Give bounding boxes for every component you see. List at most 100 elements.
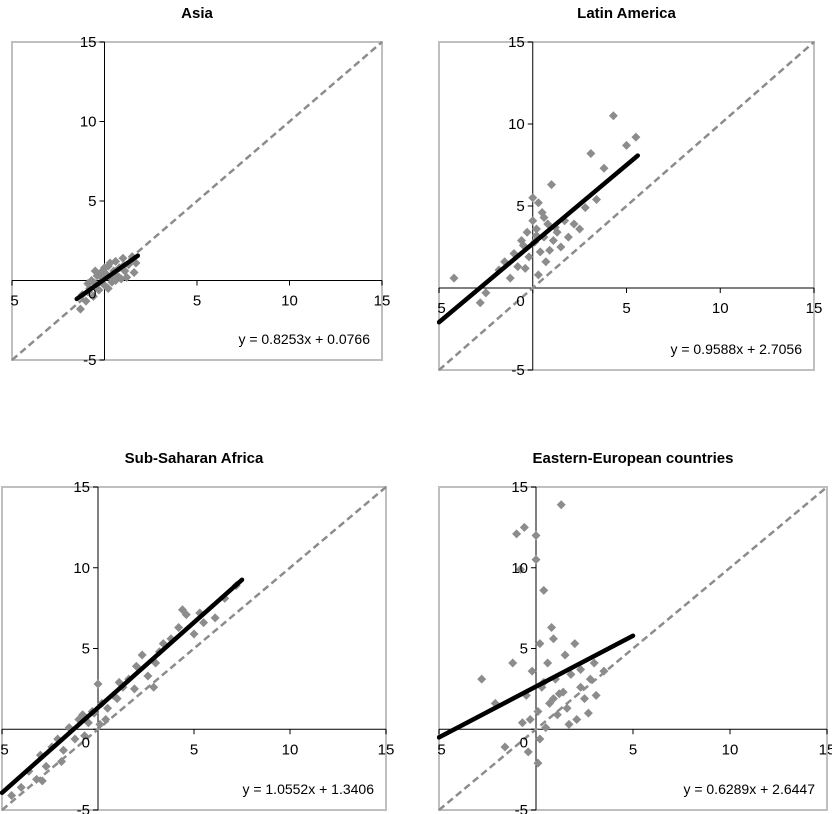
data-point xyxy=(95,719,105,729)
data-point xyxy=(524,252,534,262)
origin-label: 0 xyxy=(520,734,528,751)
x-tick-label: 15 xyxy=(806,300,823,317)
data-point xyxy=(533,758,543,768)
data-point xyxy=(576,682,586,692)
x-tick-label: -5 xyxy=(10,293,19,310)
data-point xyxy=(118,253,128,263)
data-point xyxy=(566,669,576,679)
data-point xyxy=(569,219,579,229)
data-point xyxy=(93,679,103,689)
data-point xyxy=(556,500,566,510)
data-point xyxy=(477,674,487,684)
data-point xyxy=(570,639,580,649)
chart-title: Eastern-European countries xyxy=(533,450,734,467)
chart-title: Asia xyxy=(181,5,213,22)
regression-equation: y = 0.6289x + 2.6447 xyxy=(683,781,815,797)
chart-panel-4: Eastern-European countries -5 5 10 15 -5 5 10 15… xyxy=(437,450,832,814)
x-tick-label: 5 xyxy=(193,293,201,310)
origin-label: 0 xyxy=(516,293,524,310)
y-tick-label: 15 xyxy=(73,479,90,496)
y-tick-label: 15 xyxy=(80,34,97,51)
data-point xyxy=(75,304,85,314)
plot-frame xyxy=(438,486,828,811)
data-point xyxy=(513,262,523,272)
data-point xyxy=(131,661,141,671)
data-point xyxy=(528,193,538,203)
data-point xyxy=(572,715,582,725)
data-point xyxy=(177,605,187,615)
data-point xyxy=(70,734,80,744)
data-point xyxy=(592,194,601,204)
y-tick-label: 10 xyxy=(80,114,97,131)
data-point xyxy=(523,747,533,757)
data-point xyxy=(531,555,541,565)
data-point xyxy=(105,258,115,268)
data-point xyxy=(541,723,551,733)
data-point xyxy=(589,658,599,668)
data-point xyxy=(449,273,459,283)
data-point xyxy=(199,618,209,628)
data-point xyxy=(548,694,558,704)
x-tick-label: 15 xyxy=(819,741,832,758)
data-point xyxy=(512,529,522,539)
data-point xyxy=(88,291,98,301)
data-point xyxy=(562,703,572,713)
reference-line xyxy=(438,41,815,371)
y-tick-label: 5 xyxy=(520,641,528,658)
data-point xyxy=(548,235,558,245)
regression-line xyxy=(437,153,640,325)
x-tick-label: 15 xyxy=(378,741,395,758)
x-tick-label: 5 xyxy=(190,741,198,758)
y-tick-label: 5 xyxy=(88,193,96,210)
x-tick-label: -5 xyxy=(437,741,446,758)
x-tick-label: 10 xyxy=(281,293,298,310)
x-tick-label: -5 xyxy=(0,741,9,758)
data-point xyxy=(517,718,527,728)
data-point xyxy=(535,734,545,744)
data-point xyxy=(631,132,641,142)
x-tick-label: 15 xyxy=(374,293,391,310)
data-point xyxy=(80,731,90,741)
data-point xyxy=(580,694,589,704)
y-tick-label: -5 xyxy=(511,362,524,375)
data-point xyxy=(539,585,549,595)
data-point xyxy=(41,761,51,771)
data-point xyxy=(16,782,26,792)
data-point xyxy=(90,266,100,276)
data-point xyxy=(94,285,104,295)
y-tick-label: -5 xyxy=(515,802,528,814)
data-point xyxy=(552,710,562,720)
data-point xyxy=(83,279,93,289)
x-tick-label: 10 xyxy=(282,741,299,758)
y-tick-label: 15 xyxy=(508,34,525,51)
data-point xyxy=(622,140,631,150)
data-point xyxy=(112,694,122,704)
reference-line xyxy=(438,486,828,811)
data-point xyxy=(599,666,609,676)
data-point xyxy=(37,776,47,786)
data-point xyxy=(608,111,618,121)
data-point xyxy=(580,203,590,213)
data-point xyxy=(560,650,570,660)
y-tick-label: 10 xyxy=(73,560,90,577)
data-point xyxy=(149,682,159,692)
data-point xyxy=(122,272,132,282)
data-point xyxy=(531,530,541,540)
data-point xyxy=(554,689,564,699)
data-point xyxy=(210,613,220,623)
data-point xyxy=(57,757,67,767)
x-tick-label: 5 xyxy=(629,741,637,758)
data-point xyxy=(575,224,585,234)
origin-label: 0 xyxy=(82,734,90,751)
chart-title: Sub-Saharan Africa xyxy=(125,450,264,467)
data-point xyxy=(563,232,573,242)
data-point xyxy=(533,706,543,716)
regression-line xyxy=(437,633,636,740)
data-point xyxy=(541,257,551,267)
y-tick-label: -5 xyxy=(83,352,96,369)
data-point xyxy=(515,564,525,574)
data-point xyxy=(525,715,535,725)
data-point xyxy=(527,666,537,676)
data-point xyxy=(547,180,556,190)
